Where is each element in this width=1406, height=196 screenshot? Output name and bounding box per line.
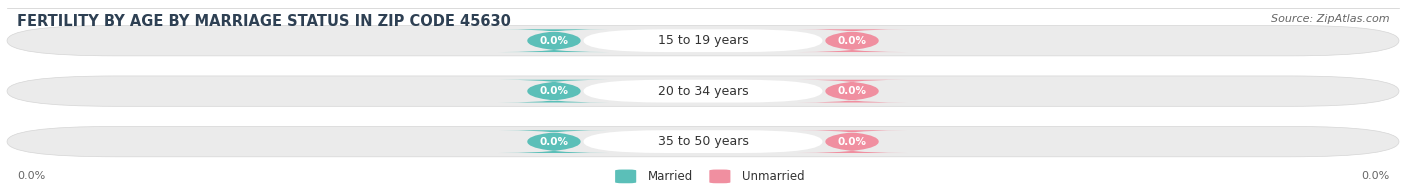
Text: Unmarried: Unmarried [742, 170, 804, 183]
Text: 35 to 50 years: 35 to 50 years [658, 135, 748, 148]
FancyBboxPatch shape [7, 126, 1399, 157]
Text: Source: ZipAtlas.com: Source: ZipAtlas.com [1271, 14, 1389, 24]
Text: 15 to 19 years: 15 to 19 years [658, 34, 748, 47]
FancyBboxPatch shape [797, 130, 907, 153]
Text: 0.0%: 0.0% [1361, 171, 1389, 181]
FancyBboxPatch shape [7, 25, 1399, 56]
Text: Married: Married [648, 170, 693, 183]
FancyBboxPatch shape [7, 76, 1399, 106]
FancyBboxPatch shape [499, 29, 609, 52]
FancyBboxPatch shape [616, 170, 637, 183]
FancyBboxPatch shape [499, 80, 609, 103]
FancyBboxPatch shape [797, 29, 907, 52]
FancyBboxPatch shape [583, 29, 823, 52]
FancyBboxPatch shape [583, 80, 823, 103]
FancyBboxPatch shape [710, 170, 731, 183]
Text: 0.0%: 0.0% [838, 36, 866, 46]
Text: 0.0%: 0.0% [838, 86, 866, 96]
FancyBboxPatch shape [583, 130, 823, 153]
Text: 20 to 34 years: 20 to 34 years [658, 85, 748, 98]
Text: 0.0%: 0.0% [540, 86, 568, 96]
Text: 0.0%: 0.0% [17, 171, 45, 181]
Text: 0.0%: 0.0% [540, 36, 568, 46]
FancyBboxPatch shape [499, 130, 609, 153]
Text: 0.0%: 0.0% [838, 137, 866, 147]
Text: 0.0%: 0.0% [540, 137, 568, 147]
Text: FERTILITY BY AGE BY MARRIAGE STATUS IN ZIP CODE 45630: FERTILITY BY AGE BY MARRIAGE STATUS IN Z… [17, 14, 510, 29]
FancyBboxPatch shape [797, 80, 907, 103]
